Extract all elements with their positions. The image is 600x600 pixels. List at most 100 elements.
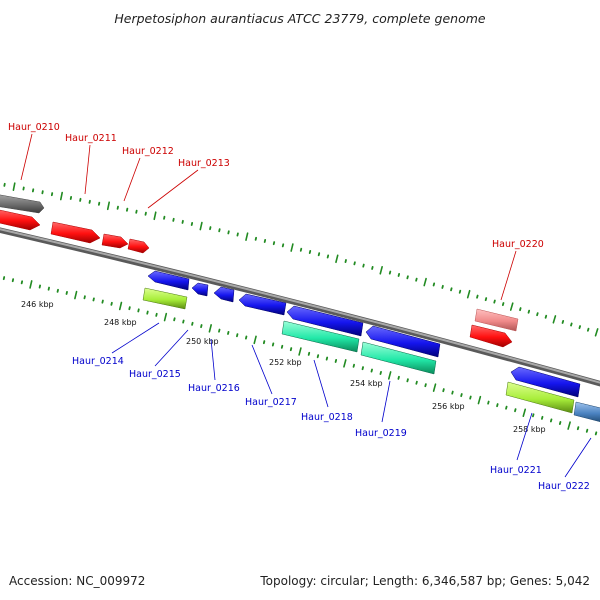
- minor-tick: [299, 247, 303, 252]
- minor-tick: [493, 299, 496, 304]
- minor-tick: [450, 287, 453, 292]
- gene-label-forward[interactable]: Haur_0210: [8, 122, 60, 133]
- gene-arrow-blue[interactable]: [238, 293, 287, 316]
- minor-tick: [353, 261, 356, 266]
- gene-label-forward[interactable]: Haur_0212: [122, 146, 174, 157]
- gene-label-reverse[interactable]: Haur_0216: [188, 383, 240, 394]
- major-tick: [567, 421, 571, 430]
- forward-strand-genes: [0, 194, 519, 348]
- minor-tick: [451, 390, 454, 395]
- minor-tick: [20, 280, 24, 285]
- minor-tick: [146, 310, 149, 315]
- gene-label-reverse[interactable]: Haur_0217: [245, 397, 297, 408]
- minor-tick: [406, 275, 409, 280]
- minor-tick: [218, 228, 221, 233]
- minor-tick: [388, 270, 392, 275]
- forward-gene-callouts: Haur_0210 Haur_0211 Haur_0212 Haur_0213 …: [8, 122, 544, 301]
- major-tick: [379, 265, 383, 275]
- minor-tick: [397, 272, 401, 277]
- minor-tick: [361, 366, 364, 371]
- minor-tick: [182, 319, 185, 324]
- gene-arrow-red[interactable]: [127, 238, 150, 254]
- minor-tick: [173, 317, 176, 322]
- gene-label-reverse[interactable]: Haur_0214: [72, 356, 124, 367]
- minor-tick: [558, 421, 562, 425]
- kbp-label: 248 kbp: [104, 318, 137, 327]
- kbp-label: 258 kbp: [513, 425, 546, 434]
- minor-tick: [289, 347, 293, 352]
- gene-arrow-blue[interactable]: [147, 270, 190, 291]
- reverse-gene-callouts: Haur_0214 Haur_0215 Haur_0216 Haur_0217 …: [72, 322, 592, 492]
- gene-label-reverse[interactable]: Haur_0221: [490, 465, 542, 476]
- gene-block-cyan[interactable]: [360, 341, 437, 375]
- kbp-label: 246 kbp: [21, 300, 54, 309]
- gene-label-forward[interactable]: Haur_0211: [65, 133, 117, 144]
- minor-tick: [227, 230, 230, 235]
- minor-tick: [415, 277, 418, 282]
- gene-block-lime[interactable]: [142, 287, 188, 310]
- gene-arrow-blue[interactable]: [191, 282, 209, 297]
- kbp-label: 250 kbp: [186, 337, 219, 346]
- major-tick: [432, 383, 437, 392]
- gene-arrow-blue[interactable]: [213, 286, 235, 303]
- minor-tick: [317, 252, 321, 257]
- major-tick: [59, 191, 64, 201]
- minor-tick: [484, 297, 488, 302]
- minor-tick: [271, 342, 275, 347]
- gene-arrow-blue[interactable]: [365, 325, 441, 358]
- major-tick: [335, 254, 339, 264]
- minor-tick: [83, 295, 86, 300]
- gene-label-forward[interactable]: Haur_0213: [178, 158, 230, 169]
- forward-tick-row: [3, 182, 599, 337]
- gene-label-reverse[interactable]: Haur_0222: [538, 481, 590, 492]
- major-tick: [106, 201, 110, 211]
- gene-block-steelblue[interactable]: [573, 401, 600, 423]
- gene-arrow-red[interactable]: [469, 324, 513, 348]
- gene-label-reverse[interactable]: Haur_0215: [129, 369, 181, 380]
- minor-tick: [200, 324, 203, 329]
- minor-tick: [442, 388, 445, 393]
- minor-tick: [544, 314, 548, 319]
- major-tick: [387, 371, 392, 380]
- gene-arrow-blue[interactable]: [510, 366, 581, 398]
- minor-tick: [254, 236, 258, 241]
- gene-arrow-red[interactable]: [0, 209, 41, 231]
- minor-tick: [191, 321, 194, 326]
- gene-arrow-blue[interactable]: [286, 305, 364, 337]
- gene-arrow-red[interactable]: [101, 233, 129, 249]
- minor-tick: [92, 297, 95, 302]
- minor-tick: [460, 393, 463, 398]
- minor-tick: [505, 405, 508, 410]
- minor-tick: [65, 290, 68, 295]
- reverse-strand-genes: [142, 270, 600, 423]
- map-title: Herpetosiphon aurantiacus ATCC 23779, co…: [114, 11, 486, 26]
- genome-backbone: [0, 227, 600, 387]
- gene-arrow-pink[interactable]: [474, 308, 519, 332]
- gene-label-reverse[interactable]: Haur_0219: [355, 428, 407, 439]
- gene-block-lime[interactable]: [505, 381, 575, 414]
- minor-tick: [576, 426, 580, 431]
- major-tick: [477, 395, 482, 405]
- gene-arrow-red[interactable]: [50, 221, 101, 244]
- minor-tick: [326, 254, 330, 259]
- minor-tick: [280, 344, 284, 349]
- minor-tick: [236, 333, 239, 338]
- gene-label-reverse[interactable]: Haur_0218: [301, 412, 353, 423]
- kbp-scale-labels: 246 kbp 248 kbp 250 kbp 252 kbp 254 kbp …: [21, 300, 546, 434]
- major-tick: [290, 243, 294, 252]
- minor-tick: [56, 288, 59, 293]
- minor-tick: [578, 325, 581, 330]
- minor-tick: [415, 380, 418, 385]
- minor-tick: [38, 284, 42, 289]
- gene-block-cyan[interactable]: [281, 320, 360, 353]
- minor-tick: [218, 328, 221, 333]
- gene-label-forward[interactable]: Haur_0220: [492, 239, 544, 250]
- minor-tick: [432, 282, 436, 287]
- minor-tick: [586, 327, 590, 332]
- minor-tick: [227, 330, 230, 335]
- major-tick: [118, 301, 123, 311]
- major-tick: [343, 359, 347, 368]
- gene-arrow-gray[interactable]: [0, 194, 45, 214]
- minor-tick: [344, 259, 347, 264]
- minor-tick: [527, 309, 531, 314]
